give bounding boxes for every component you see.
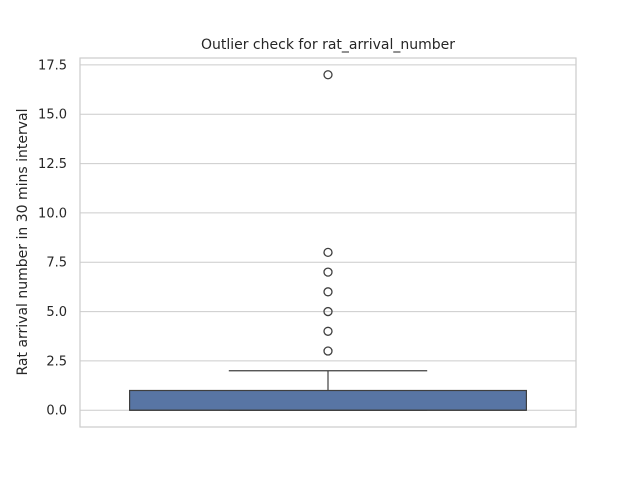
iqr-box xyxy=(129,389,527,411)
y-tick-label: 7.5 xyxy=(46,256,67,271)
y-tick-label: 10.0 xyxy=(38,206,67,221)
y-tick-label: 2.5 xyxy=(46,354,67,369)
outlier-point xyxy=(323,326,333,336)
y-tick-label: 17.5 xyxy=(38,58,67,73)
y-tick-label: 15.0 xyxy=(38,108,67,123)
outlier-point xyxy=(323,70,333,80)
y-tick-label: 0.0 xyxy=(46,404,67,419)
outlier-point xyxy=(323,287,333,297)
outlier-point xyxy=(323,267,333,277)
y-tick-labels: 0.0 2.5 5.0 7.5 10.0 12.5 15.0 17.5 xyxy=(38,58,67,418)
plot-frame xyxy=(79,57,577,428)
box-marks xyxy=(129,70,527,411)
outlier-point xyxy=(323,346,333,356)
outlier-point xyxy=(323,306,333,317)
y-tick-label: 5.0 xyxy=(46,305,67,320)
y-axis-label: Rat arrival number in 30 mins interval xyxy=(15,109,31,376)
outlier-point xyxy=(323,247,333,258)
chart-title: Outlier check for rat_arrival_number xyxy=(201,37,455,53)
y-tick-label: 12.5 xyxy=(38,157,67,172)
